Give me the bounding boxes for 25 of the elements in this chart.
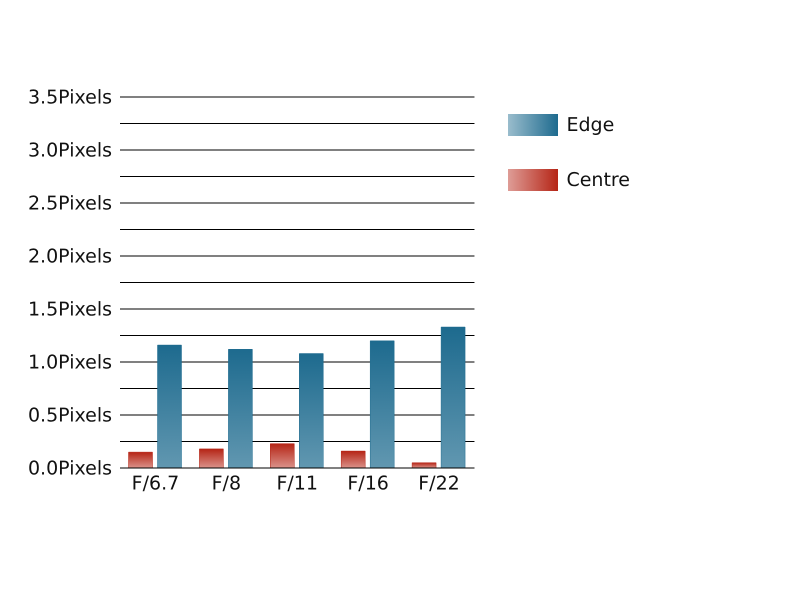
legend-label: Centre: [566, 168, 630, 190]
x-tick-label: F/8: [212, 472, 242, 494]
y-tick-label: 2.0Pixels: [28, 246, 112, 268]
x-tick-label: F/16: [347, 472, 389, 494]
bar: [440, 326, 466, 468]
x-tick-label: F/6.7: [132, 472, 180, 494]
bar: [340, 450, 366, 468]
bar: [199, 448, 224, 468]
y-tick-label: 1.5Pixels: [28, 298, 112, 321]
y-tick-label: 0.0Pixels: [28, 458, 112, 480]
y-tick-label: 0.5Pixels: [28, 404, 112, 427]
bar: [228, 349, 253, 468]
bar: [299, 353, 324, 468]
x-tick-label: F/11: [276, 472, 318, 494]
y-tick-label: 3.0Pixels: [28, 140, 112, 162]
y-tick-label: 1.0Pixels: [28, 352, 112, 374]
bar: [157, 344, 182, 468]
bar: [412, 462, 436, 468]
bar: [128, 452, 153, 468]
legend-label: Edge: [566, 114, 614, 136]
y-tick-label: 2.5Pixels: [28, 192, 112, 215]
bar: [370, 340, 394, 468]
y-tick-label: 3.5Pixels: [28, 86, 112, 109]
bar: [270, 443, 295, 468]
x-tick-label: F/22: [418, 472, 460, 494]
